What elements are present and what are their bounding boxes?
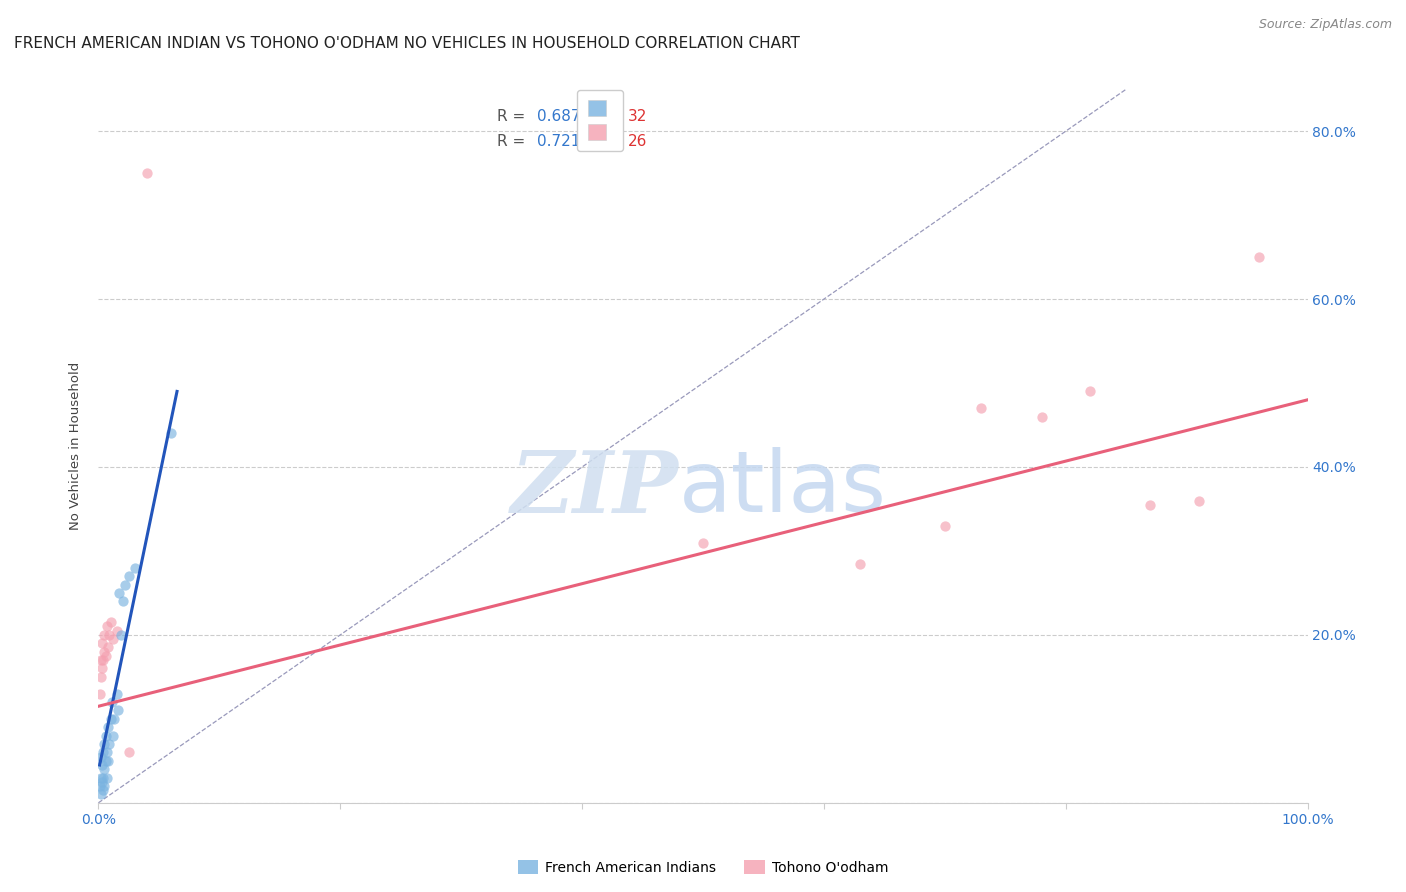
Text: ZIP: ZIP: [510, 447, 679, 531]
Point: [96, 746, 118, 760]
Point: [97, 754, 120, 768]
Point: [96, 619, 118, 633]
Point: [91, 636, 114, 650]
Point: [97, 720, 120, 734]
Point: [98, 628, 121, 642]
Point: [108, 586, 131, 600]
Point: [96, 771, 118, 785]
Point: [111, 594, 134, 608]
Point: [94, 648, 117, 663]
Point: [91, 758, 114, 772]
Point: [1078, 384, 1101, 399]
Point: [107, 703, 129, 717]
Point: [90, 670, 112, 684]
Point: [970, 401, 993, 416]
Point: [1139, 498, 1161, 512]
Text: 32: 32: [628, 109, 647, 124]
Text: 0.687: 0.687: [537, 109, 581, 124]
Point: [90, 771, 112, 785]
Point: [89, 687, 111, 701]
Point: [101, 729, 124, 743]
Point: [124, 560, 146, 574]
Point: [1031, 409, 1053, 424]
Point: [91, 653, 114, 667]
Text: N =: N =: [585, 109, 628, 124]
Text: Source: ZipAtlas.com: Source: ZipAtlas.com: [1258, 18, 1392, 31]
Point: [160, 426, 183, 441]
Point: [110, 628, 132, 642]
Point: [692, 535, 714, 549]
Point: [90, 788, 112, 802]
Point: [934, 518, 956, 533]
Point: [105, 624, 128, 638]
Point: [118, 569, 141, 583]
Point: [93, 762, 115, 776]
Point: [89, 779, 111, 793]
Point: [100, 695, 122, 709]
Text: FRENCH AMERICAN INDIAN VS TOHONO O'ODHAM NO VEHICLES IN HOUSEHOLD CORRELATION CH: FRENCH AMERICAN INDIAN VS TOHONO O'ODHAM…: [14, 36, 800, 51]
Point: [94, 754, 117, 768]
Point: [91, 771, 114, 785]
Point: [103, 712, 125, 726]
Point: [93, 645, 115, 659]
Text: atlas: atlas: [679, 447, 887, 531]
Point: [101, 632, 124, 646]
Text: R =: R =: [498, 109, 530, 124]
Text: 0.721: 0.721: [537, 134, 581, 149]
Legend: French American Indians, Tohono O'odham: French American Indians, Tohono O'odham: [512, 855, 894, 880]
Point: [135, 166, 157, 180]
Text: N =: N =: [585, 134, 628, 149]
Point: [90, 653, 112, 667]
Point: [91, 746, 114, 760]
Point: [98, 737, 121, 751]
Point: [97, 640, 120, 655]
Point: [114, 577, 136, 591]
Point: [118, 746, 141, 760]
Point: [91, 774, 114, 789]
Point: [91, 661, 114, 675]
Point: [94, 729, 117, 743]
Point: [1188, 493, 1211, 508]
Text: 26: 26: [628, 134, 647, 149]
Point: [93, 628, 115, 642]
Point: [100, 615, 122, 630]
Point: [849, 557, 872, 571]
Point: [105, 687, 128, 701]
Y-axis label: No Vehicles in Household: No Vehicles in Household: [69, 362, 83, 530]
Legend: , : ,: [578, 90, 623, 151]
Point: [1249, 250, 1271, 264]
Point: [91, 783, 114, 797]
Text: R =: R =: [498, 134, 530, 149]
Point: [93, 779, 115, 793]
Point: [100, 712, 122, 726]
Point: [90, 749, 112, 764]
Point: [93, 737, 115, 751]
